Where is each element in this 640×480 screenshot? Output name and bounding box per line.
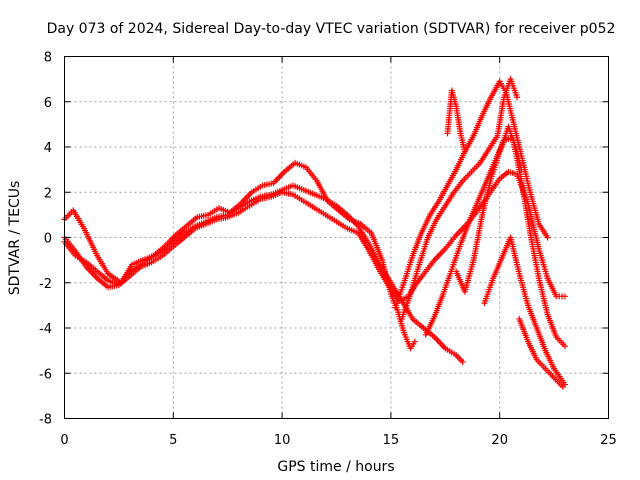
series-track-e xyxy=(398,76,521,322)
y-tick-label: 8 xyxy=(44,51,52,66)
chart-title: Day 073 of 2024, Sidereal Day-to-day VTE… xyxy=(47,21,616,37)
x-axis-ticks: 0 5 10 15 20 25 xyxy=(60,56,617,448)
data-point xyxy=(461,148,468,155)
x-tick-label: 20 xyxy=(491,433,508,448)
x-tick-label: 25 xyxy=(600,433,617,448)
series-track-f xyxy=(422,134,568,350)
series-track-g xyxy=(444,87,468,155)
y-tick-label: 2 xyxy=(44,186,52,201)
series-track-h xyxy=(453,123,525,295)
x-tick-label: 0 xyxy=(60,433,68,448)
series-track-j xyxy=(516,315,566,390)
series-track-d xyxy=(392,78,551,311)
data-point xyxy=(559,383,566,390)
data-point xyxy=(514,94,521,101)
y-tick-label: -6 xyxy=(39,367,52,382)
x-axis-label: GPS time / hours xyxy=(277,459,394,475)
y-tick-label: -4 xyxy=(39,322,52,337)
x-tick-label: 10 xyxy=(274,433,291,448)
x-tick-label: 5 xyxy=(169,433,177,448)
data-point xyxy=(518,166,525,173)
data-point xyxy=(561,343,568,350)
data-point xyxy=(411,338,418,345)
y-tick-label: -8 xyxy=(39,413,52,428)
series-track-i xyxy=(481,234,568,388)
data-points xyxy=(61,76,568,390)
x-tick-label: 15 xyxy=(383,433,400,448)
data-point xyxy=(561,293,568,300)
y-tick-label: 0 xyxy=(44,232,52,247)
data-point xyxy=(459,358,466,365)
y-tick-label: 4 xyxy=(44,141,52,156)
y-tick-label: 6 xyxy=(44,96,52,111)
y-axis-ticks: -8 -6 -4 -2 0 2 4 6 8 xyxy=(39,51,609,428)
data-point xyxy=(544,234,551,241)
grid xyxy=(64,56,609,419)
y-axis-label: SDTVAR / TECUs xyxy=(7,181,23,296)
y-tick-label: -2 xyxy=(39,277,52,292)
series-track-a xyxy=(61,159,418,352)
